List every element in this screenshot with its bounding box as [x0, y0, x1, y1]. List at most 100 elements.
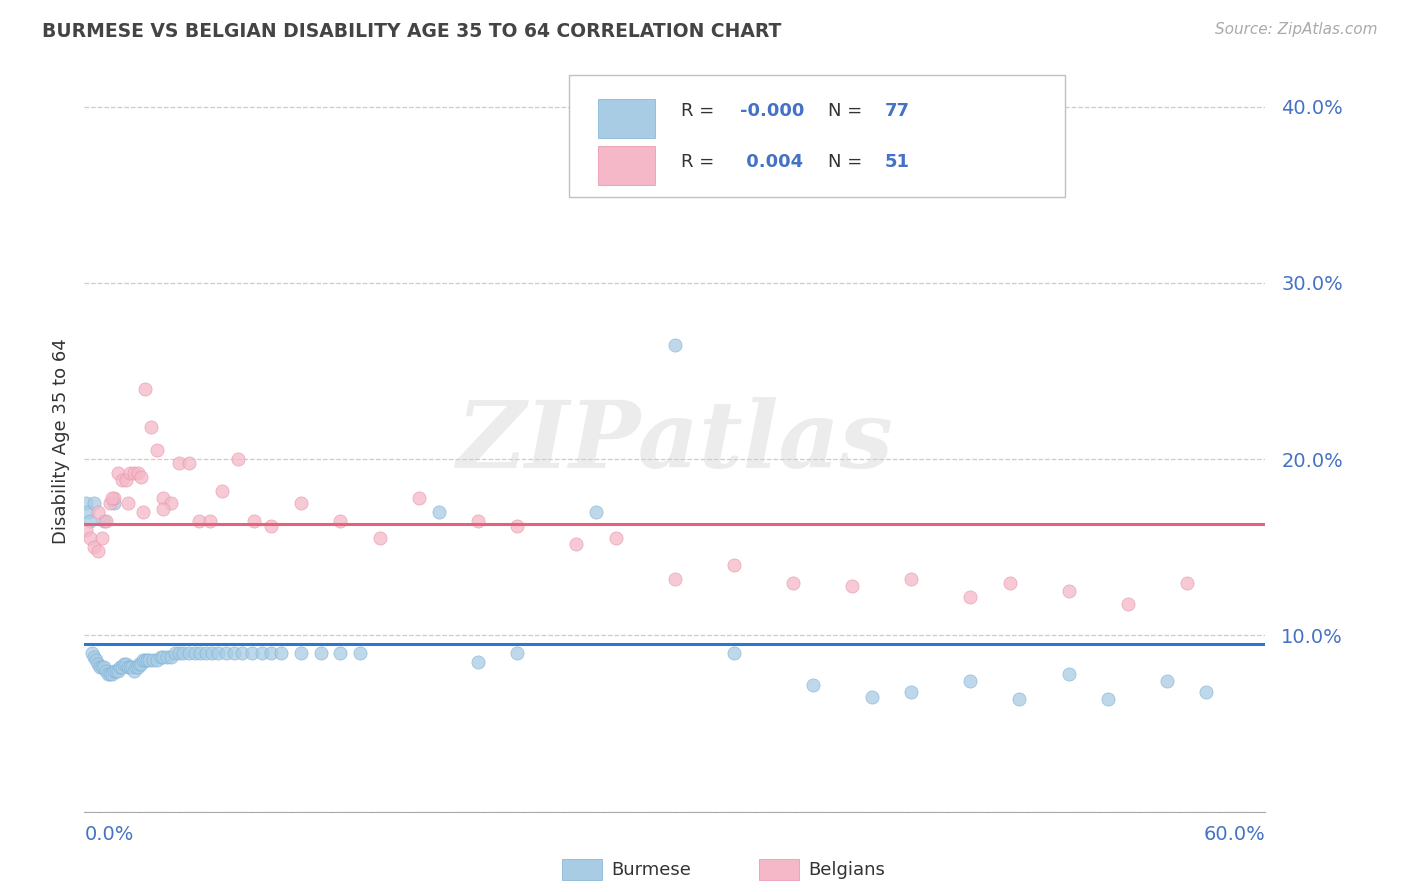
Point — [83, 541, 105, 555]
Point — [1116, 597, 1139, 611]
Point — [146, 443, 169, 458]
Point — [959, 674, 981, 689]
Point — [114, 657, 136, 671]
Point — [664, 337, 686, 351]
Point — [87, 657, 110, 671]
Point — [91, 532, 114, 546]
Point — [1097, 692, 1119, 706]
Point — [408, 491, 430, 505]
Point — [215, 646, 238, 660]
Point — [122, 467, 145, 481]
Point — [124, 660, 146, 674]
Point — [75, 496, 97, 510]
Point — [900, 572, 922, 586]
Point — [89, 660, 111, 674]
Point — [77, 505, 100, 519]
Point — [183, 646, 205, 660]
Point — [98, 667, 121, 681]
Point — [142, 653, 165, 667]
Point — [114, 473, 136, 487]
Point — [101, 491, 124, 505]
FancyBboxPatch shape — [568, 75, 1064, 197]
Point — [167, 456, 190, 470]
Point — [240, 646, 263, 660]
Point — [782, 575, 804, 590]
Point — [152, 501, 174, 516]
Point — [93, 514, 115, 528]
Point — [94, 514, 117, 528]
Point — [127, 660, 149, 674]
Point — [368, 532, 391, 546]
Text: R =: R = — [681, 153, 720, 171]
Point — [998, 575, 1021, 590]
Point — [152, 649, 174, 664]
Text: N =: N = — [828, 102, 869, 120]
FancyBboxPatch shape — [598, 100, 655, 138]
Point — [427, 505, 450, 519]
Point — [841, 579, 863, 593]
Point — [132, 505, 155, 519]
Point — [207, 646, 229, 660]
Point — [1156, 674, 1178, 689]
Point — [506, 646, 529, 660]
Point — [163, 646, 186, 660]
Point — [84, 653, 107, 667]
Point — [801, 678, 824, 692]
Point — [1057, 584, 1080, 599]
Point — [1057, 667, 1080, 681]
Point — [122, 664, 145, 678]
Point — [75, 523, 97, 537]
Point — [97, 667, 120, 681]
Point — [112, 657, 135, 671]
Point — [860, 690, 883, 705]
Point — [565, 537, 588, 551]
Point — [93, 660, 115, 674]
Point — [152, 491, 174, 505]
Text: 51: 51 — [886, 153, 910, 171]
Point — [664, 572, 686, 586]
Text: 0.0%: 0.0% — [84, 825, 134, 844]
Text: 60.0%: 60.0% — [1204, 825, 1265, 844]
Point — [1195, 685, 1218, 699]
Point — [1008, 692, 1031, 706]
Point — [260, 519, 283, 533]
Point — [117, 496, 139, 510]
Text: BURMESE VS BELGIAN DISABILITY AGE 35 TO 64 CORRELATION CHART: BURMESE VS BELGIAN DISABILITY AGE 35 TO … — [42, 22, 782, 41]
Point — [160, 496, 183, 510]
Point — [506, 519, 529, 533]
Point — [900, 685, 922, 699]
Point — [128, 657, 150, 671]
Text: Belgians: Belgians — [808, 861, 886, 879]
FancyBboxPatch shape — [598, 146, 655, 185]
Point — [79, 532, 101, 546]
Point — [231, 646, 253, 660]
Point — [83, 496, 105, 510]
Point — [131, 470, 153, 484]
Point — [211, 483, 233, 498]
Point — [260, 646, 283, 660]
Point — [605, 532, 627, 546]
Point — [118, 467, 141, 481]
Point — [190, 646, 212, 660]
Point — [177, 646, 200, 660]
Point — [329, 514, 352, 528]
Point — [79, 514, 101, 528]
Text: 77: 77 — [886, 102, 910, 120]
Point — [134, 653, 156, 667]
Point — [121, 660, 143, 674]
Point — [349, 646, 371, 660]
Point — [160, 649, 183, 664]
Point — [226, 452, 249, 467]
Text: N =: N = — [828, 153, 869, 171]
Point — [127, 467, 149, 481]
Point — [723, 646, 745, 660]
Point — [177, 456, 200, 470]
Point — [290, 646, 312, 660]
Point — [309, 646, 332, 660]
Point — [132, 653, 155, 667]
Point — [131, 657, 153, 671]
Text: Burmese: Burmese — [612, 861, 692, 879]
Point — [141, 420, 163, 434]
Point — [82, 646, 104, 660]
Text: -0.000: -0.000 — [740, 102, 804, 120]
